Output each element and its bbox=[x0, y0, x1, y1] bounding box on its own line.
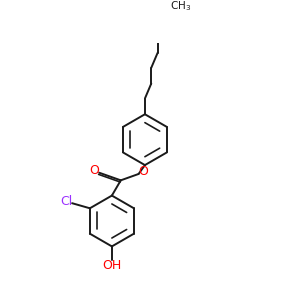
Text: CH$_3$: CH$_3$ bbox=[169, 0, 191, 13]
Text: Cl: Cl bbox=[60, 195, 73, 208]
Text: OH: OH bbox=[102, 260, 122, 272]
Text: O: O bbox=[138, 165, 148, 178]
Text: O: O bbox=[90, 164, 100, 177]
